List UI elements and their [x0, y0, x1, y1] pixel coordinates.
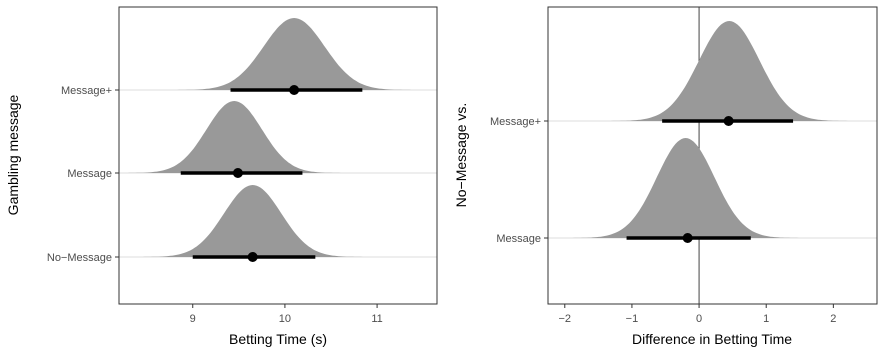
right-panel-border [547, 6, 878, 305]
x-tick-label-0: 9 [190, 313, 196, 325]
left-x-axis-title: Betting Time (s) [229, 331, 327, 347]
left-panel: 9 10 11 No−Message Message Message+ Betting … [5, 6, 438, 347]
left-panel-border [118, 6, 438, 305]
right-x-axis-title: Difference in Betting Time [632, 331, 792, 347]
density-0 [564, 138, 807, 238]
x-tick-label-1: 10 [279, 313, 291, 325]
x-tick-label-4: 2 [830, 313, 836, 325]
y-tick-label-0: Message [496, 233, 541, 245]
x-tick-label-1: −1 [626, 313, 639, 325]
x-tick-label-2: 11 [371, 313, 382, 325]
right-panel: −2 −1 0 1 2 Message Message+ Difference in Be… [453, 6, 878, 347]
left-y-ticks: No−Message Message Message+ [47, 85, 119, 264]
y-tick-label-0: No−Message [47, 252, 112, 264]
left-plot-marks [118, 18, 437, 262]
density-1 [118, 101, 351, 173]
left-x-ticks: 9 10 11 [190, 304, 383, 325]
point-estimate-0 [682, 233, 693, 243]
right-y-ticks: Message Message+ [490, 116, 548, 245]
right-y-axis-title: No−Message vs. [453, 103, 469, 208]
point-estimate-2 [289, 85, 300, 95]
x-tick-label-0: −2 [559, 313, 572, 325]
density-0 [132, 185, 373, 257]
y-tick-label-2: Message+ [61, 85, 112, 97]
x-tick-label-2: 0 [696, 313, 702, 325]
density-2 [166, 18, 422, 90]
right-plot-marks [548, 7, 877, 304]
y-tick-label-1: Message+ [490, 116, 541, 128]
point-estimate-1 [723, 116, 734, 126]
density-1 [602, 21, 857, 121]
right-x-ticks: −2 −1 0 1 2 [559, 304, 836, 325]
x-tick-label-3: 1 [763, 313, 769, 325]
point-estimate-0 [247, 252, 258, 262]
point-estimate-1 [232, 168, 243, 178]
left-y-axis-title: Gambling message [5, 94, 21, 215]
y-tick-label-1: Message [67, 168, 112, 180]
